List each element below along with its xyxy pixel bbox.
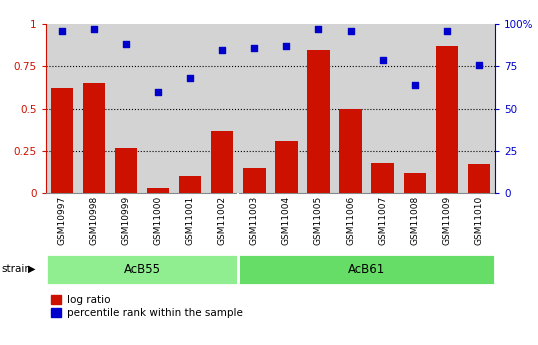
Bar: [51, 88, 73, 193]
Point: [346, 28, 355, 34]
Text: GSM11002: GSM11002: [218, 196, 226, 245]
FancyBboxPatch shape: [238, 254, 495, 285]
Text: AcB61: AcB61: [348, 263, 385, 276]
Bar: [339, 109, 362, 193]
Text: ▶: ▶: [28, 264, 36, 274]
Text: GSM11001: GSM11001: [186, 196, 195, 246]
Text: GSM11007: GSM11007: [378, 196, 387, 246]
Bar: [115, 148, 137, 193]
Bar: [404, 173, 426, 193]
Point: [314, 27, 323, 32]
Bar: [371, 163, 394, 193]
Bar: [179, 176, 201, 193]
Text: AcB55: AcB55: [124, 263, 160, 276]
Point: [282, 43, 291, 49]
Text: GSM11003: GSM11003: [250, 196, 259, 246]
Bar: [83, 83, 105, 193]
Point: [443, 28, 451, 34]
Text: GSM11004: GSM11004: [282, 196, 291, 245]
Bar: [275, 141, 298, 193]
Text: GSM10998: GSM10998: [89, 196, 98, 246]
Text: strain: strain: [2, 264, 32, 274]
Point: [475, 62, 483, 68]
Legend: log ratio, percentile rank within the sample: log ratio, percentile rank within the sa…: [51, 295, 243, 318]
Point: [186, 76, 194, 81]
Bar: [436, 46, 458, 193]
Point: [58, 28, 66, 34]
Point: [154, 89, 162, 95]
Text: GSM10999: GSM10999: [122, 196, 130, 246]
Text: GSM11009: GSM11009: [442, 196, 451, 246]
Point: [378, 57, 387, 62]
Text: GSM11006: GSM11006: [346, 196, 355, 246]
Text: GSM11010: GSM11010: [475, 196, 484, 246]
Text: GSM11005: GSM11005: [314, 196, 323, 246]
Bar: [147, 188, 169, 193]
Point: [89, 27, 98, 32]
Point: [218, 47, 226, 52]
Text: GSM10997: GSM10997: [57, 196, 66, 246]
Bar: [468, 165, 490, 193]
Point: [250, 45, 259, 51]
Point: [410, 82, 419, 88]
Bar: [307, 50, 330, 193]
Bar: [243, 168, 266, 193]
FancyBboxPatch shape: [46, 254, 238, 285]
Bar: [211, 131, 233, 193]
Text: GSM11000: GSM11000: [153, 196, 162, 246]
Text: GSM11008: GSM11008: [410, 196, 419, 246]
Point: [122, 42, 130, 47]
